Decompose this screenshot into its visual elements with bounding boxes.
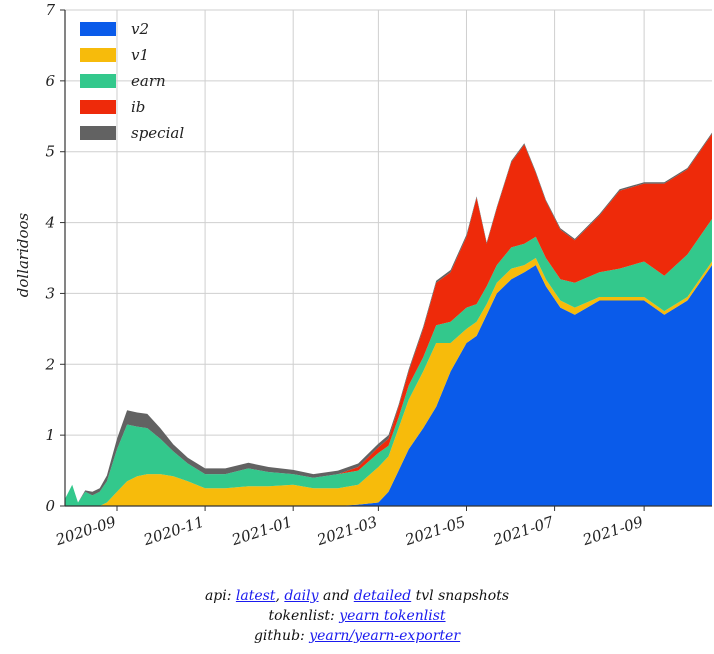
github-prefix: github: [253, 628, 310, 644]
x-tick-label: 2020-09 [52, 513, 118, 550]
y-tick-label: 0 [45, 497, 55, 515]
area-series-earn [65, 219, 712, 506]
footer-github-line: github: yearn/yearn-exporter [0, 626, 714, 646]
x-tick-label: 2020-11 [141, 513, 207, 550]
legend-swatch-v2 [80, 22, 116, 36]
legend-swatch-special [80, 126, 116, 140]
x-tick-label: 2021-01 [229, 513, 295, 550]
area-series-ib [65, 134, 712, 503]
api-prefix: api: [204, 588, 236, 604]
legend-label-special: special [131, 124, 184, 142]
footer: api: latest, daily and detailed tvl snap… [0, 586, 714, 646]
x-tick-label: 2021-09 [580, 513, 646, 550]
api-suffix: tvl snapshots [411, 588, 510, 604]
legend-label-v2: v2 [131, 20, 149, 38]
x-tick-label: 2021-03 [314, 513, 380, 550]
chart-axes [60, 9, 712, 511]
y-tick-label: 2 [44, 355, 55, 373]
legend-label-earn: earn [131, 72, 166, 90]
x-tick-label: 2021-05 [402, 513, 468, 550]
chart-areas [65, 132, 712, 506]
legend-label-v1: v1 [131, 46, 149, 64]
y-tick-label: 4 [44, 214, 55, 232]
y-tick-label: 6 [45, 72, 55, 90]
daily-link[interactable]: daily [284, 588, 319, 604]
detailed-link[interactable]: detailed [353, 588, 412, 604]
tokenlist-link[interactable]: yearn tokenlist [339, 608, 446, 624]
latest-link[interactable]: latest [235, 588, 276, 604]
legend-swatch-v1 [80, 48, 116, 62]
tokenlist-prefix: tokenlist: [268, 608, 340, 624]
area-series-v2 [65, 265, 712, 506]
x-tick-label: 2021-07 [490, 513, 556, 550]
y-tick-label: 1 [45, 426, 55, 444]
footer-tokenlist-line: tokenlist: yearn tokenlist [0, 606, 714, 626]
legend-swatch-earn [80, 74, 116, 88]
legend-label-ib: ib [131, 98, 145, 116]
api-separator: , [275, 588, 285, 604]
y-tick-label: 7 [45, 1, 55, 19]
legend-swatch-ib [80, 100, 116, 114]
api-and: and [318, 588, 354, 604]
chart-legend: v2 v1 earn ib special [80, 20, 184, 142]
github-link[interactable]: yearn/yearn-exporter [309, 628, 461, 644]
y-tick-label: 5 [45, 143, 55, 161]
y-axis-label: dollaridoos [14, 212, 32, 297]
y-tick-label: 3 [45, 284, 55, 302]
footer-api-line: api: latest, daily and detailed tvl snap… [0, 586, 714, 606]
tvl-chart: 0 1 2 3 4 5 6 7 2020-09 2020-11 2021-01 2021-03 2021… [14, 1, 712, 550]
